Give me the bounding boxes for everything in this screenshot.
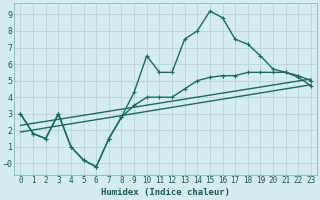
X-axis label: Humidex (Indice chaleur): Humidex (Indice chaleur) [101, 188, 230, 197]
